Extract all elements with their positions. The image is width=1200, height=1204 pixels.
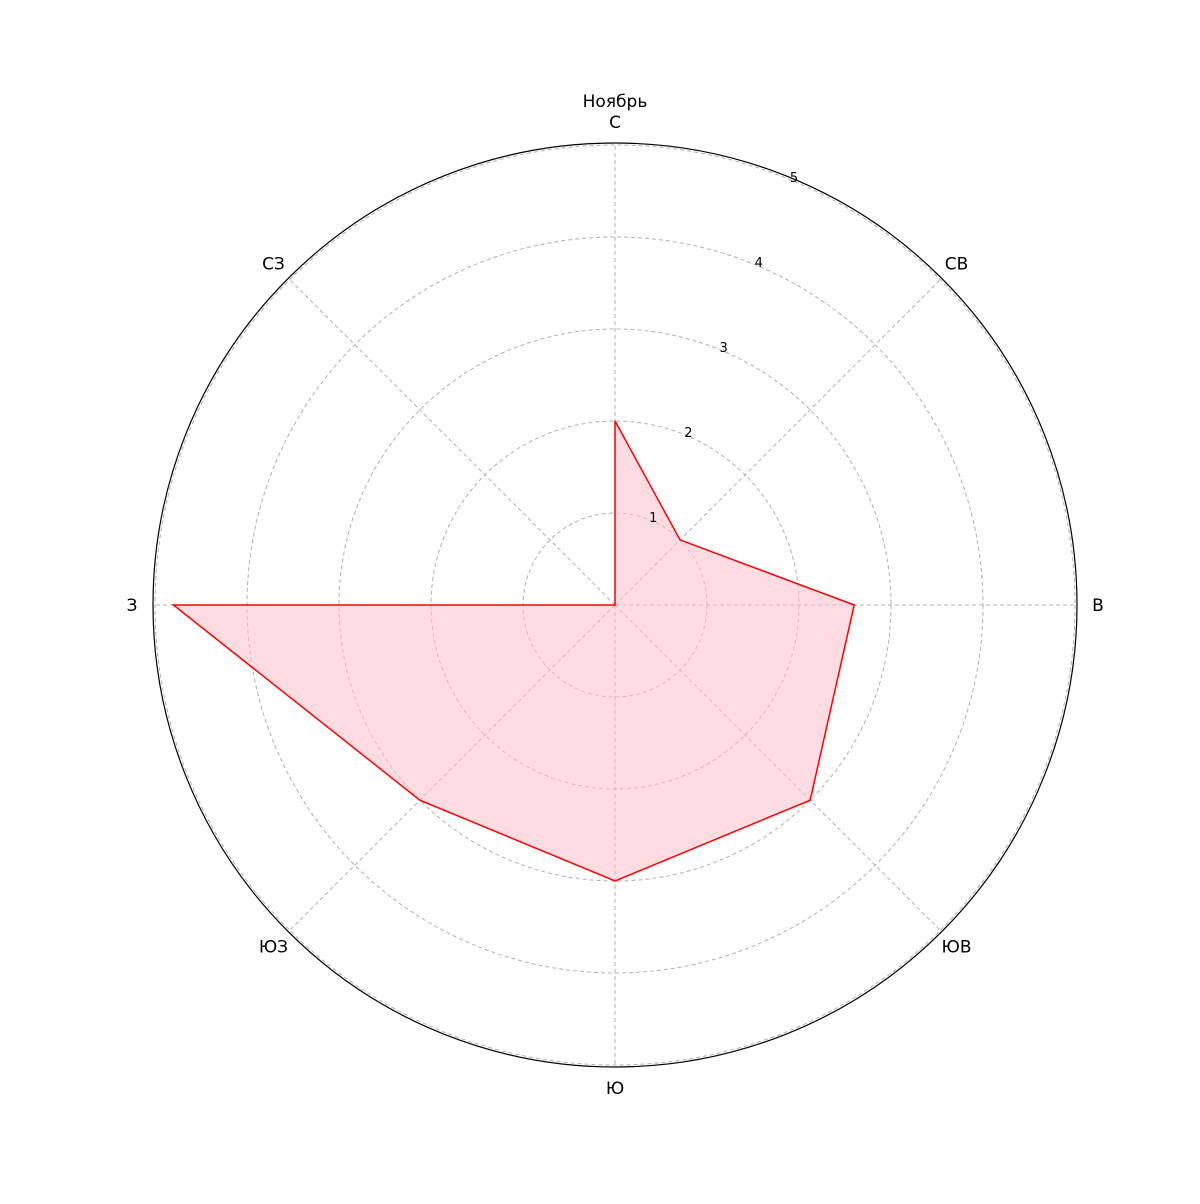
category-label-СВ: СВ xyxy=(945,254,969,274)
data-point-ЮВ xyxy=(809,799,811,801)
category-label-ЮЗ: ЮЗ xyxy=(259,938,288,958)
category-label-З: З xyxy=(127,596,138,616)
radial-tick-4: 4 xyxy=(755,256,763,271)
data-point-В xyxy=(853,604,855,606)
data-point-ЮЗ xyxy=(419,799,421,801)
spoke-7 xyxy=(289,279,616,606)
chart-title: Ноябрь xyxy=(583,92,648,112)
category-label-Ю: Ю xyxy=(606,1079,624,1099)
label-layer: С СВ В ЮВ Ю ЮЗ З СЗ 1 2 3 4 5 xyxy=(127,113,1104,1099)
grid-ring-5 xyxy=(154,144,1076,1066)
data-layer xyxy=(171,420,856,882)
data-point-З xyxy=(172,604,174,606)
category-label-СЗ: СЗ xyxy=(262,254,285,274)
radial-tick-5: 5 xyxy=(790,171,798,186)
data-point-СВ xyxy=(679,539,681,541)
series-area xyxy=(173,421,855,881)
category-label-В: В xyxy=(1092,596,1104,616)
radial-tick-3: 3 xyxy=(719,341,727,356)
data-point-С xyxy=(614,420,616,422)
data-point-СЗ xyxy=(614,604,616,606)
category-label-ЮВ: ЮВ xyxy=(942,938,972,958)
polar-frame xyxy=(152,142,1078,1068)
radial-tick-1: 1 xyxy=(649,511,657,526)
frame-layer xyxy=(152,142,1078,1068)
data-point-Ю xyxy=(614,880,616,882)
radial-tick-2: 2 xyxy=(684,426,692,441)
category-label-С: С xyxy=(609,113,621,133)
